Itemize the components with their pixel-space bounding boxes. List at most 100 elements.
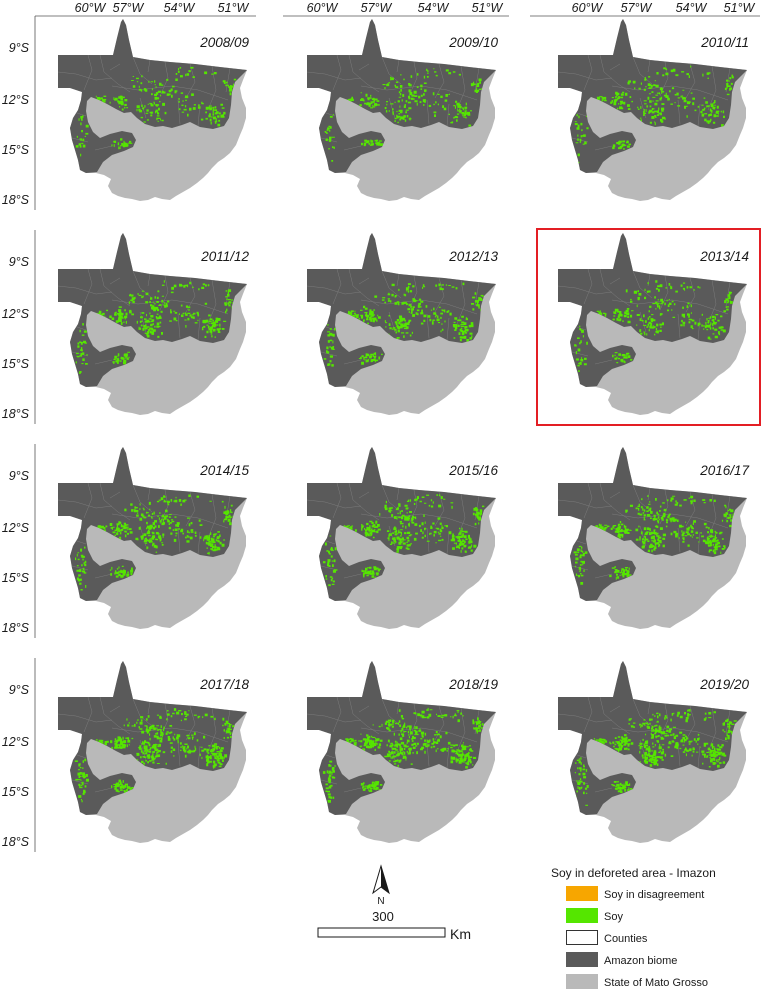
legend-label-state-of-mato-grosso: State of Mato Grosso bbox=[604, 977, 708, 989]
highlight-frame bbox=[536, 228, 761, 426]
map-panel: 2009/10 bbox=[307, 19, 498, 201]
legend: Soy in deforeted area - Imazon Soy in di… bbox=[551, 866, 716, 989]
county-boundaries bbox=[307, 696, 480, 793]
north-arrow-icon: N bbox=[372, 864, 390, 907]
map-panel: 2018/19 bbox=[307, 661, 498, 843]
latitude-tick-label: 12°S bbox=[2, 93, 30, 107]
latitude-tick-label: 15°S bbox=[2, 571, 30, 585]
longitude-tick-label: 60°W bbox=[572, 1, 604, 15]
county-boundaries bbox=[58, 696, 231, 793]
legend-swatch-soy-in-disagreement bbox=[566, 886, 598, 901]
map-panel: 2015/16 bbox=[307, 447, 498, 629]
panel-title: 2017/18 bbox=[199, 677, 249, 692]
longitude-tick-label: 57°W bbox=[361, 1, 393, 15]
amazon-biome-area bbox=[58, 233, 247, 387]
legend-swatch-amazon-biome bbox=[566, 952, 598, 967]
amazon-biome-area bbox=[58, 19, 247, 173]
scale-bar bbox=[317, 927, 446, 938]
map-panel: 2014/15 bbox=[58, 447, 249, 629]
legend-label-counties: Counties bbox=[604, 933, 648, 945]
map-panel: 2019/20 bbox=[558, 661, 749, 843]
legend-label-soy: Soy bbox=[604, 911, 623, 923]
legend-label-soy-in-disagreement: Soy in disagreement bbox=[604, 889, 704, 901]
amazon-biome-area bbox=[307, 19, 496, 173]
amazon-biome-area bbox=[558, 19, 747, 173]
latitude-tick-label: 9°S bbox=[9, 255, 30, 269]
county-boundaries bbox=[307, 268, 480, 365]
legend-item-counties: Counties bbox=[566, 930, 648, 945]
county-boundaries bbox=[558, 696, 731, 793]
panel-title: 2014/15 bbox=[199, 463, 249, 478]
county-boundaries bbox=[58, 268, 231, 365]
county-boundaries bbox=[307, 482, 480, 579]
soy-area bbox=[323, 282, 484, 379]
amazon-biome-area bbox=[307, 233, 496, 387]
latitude-tick-label: 12°S bbox=[2, 735, 30, 749]
panel-title: 2010/11 bbox=[700, 35, 749, 50]
legend-swatch-soy bbox=[566, 908, 598, 923]
panel-title: 2008/09 bbox=[199, 35, 249, 50]
scale-bar-group: 300 Km bbox=[317, 909, 471, 942]
panel-title: 2011/12 bbox=[200, 249, 249, 264]
north-label: N bbox=[377, 896, 384, 907]
panel-title: 2012/13 bbox=[448, 249, 498, 264]
longitude-tick-label: 54°W bbox=[676, 1, 708, 15]
scale-unit: Km bbox=[450, 926, 471, 942]
legend-swatch-counties bbox=[566, 930, 598, 945]
panel-title: 2009/10 bbox=[448, 35, 498, 50]
county-boundaries bbox=[558, 482, 731, 579]
latitude-tick-label: 9°S bbox=[9, 41, 30, 55]
panel-title: 2016/17 bbox=[699, 463, 749, 478]
soy-area bbox=[574, 65, 734, 164]
legend-item-soy: Soy bbox=[566, 908, 623, 923]
legend-label-amazon-biome: Amazon biome bbox=[604, 955, 677, 967]
map-panel: 2008/09 bbox=[58, 19, 249, 201]
longitude-tick-label: 51°W bbox=[218, 1, 250, 15]
latitude-tick-label: 12°S bbox=[2, 307, 30, 321]
latitude-tick-label: 15°S bbox=[2, 785, 30, 799]
latitude-tick-label: 18°S bbox=[2, 407, 30, 421]
longitude-tick-label: 60°W bbox=[75, 1, 107, 15]
map-panel: 2011/12 bbox=[58, 233, 249, 415]
latitude-tick-label: 15°S bbox=[2, 143, 30, 157]
legend-item-state-of-mato-grosso: State of Mato Grosso bbox=[566, 974, 708, 989]
map-panel: 2016/17 bbox=[558, 447, 749, 629]
panel-title: 2019/20 bbox=[699, 677, 749, 692]
amazon-biome-area bbox=[558, 233, 747, 387]
longitude-tick-label: 57°W bbox=[621, 1, 653, 15]
legend-item-amazon-biome: Amazon biome bbox=[566, 952, 677, 967]
soy-area bbox=[322, 707, 486, 803]
longitude-tick-label: 57°W bbox=[113, 1, 145, 15]
amazon-biome-area bbox=[58, 447, 247, 601]
amazon-biome-area bbox=[58, 661, 247, 815]
county-boundaries bbox=[307, 54, 480, 151]
latitude-tick-label: 9°S bbox=[9, 683, 30, 697]
legend-swatch-state-of-mato-grosso bbox=[566, 974, 598, 989]
north-arrow-half-fill bbox=[381, 866, 389, 893]
scale-value: 300 bbox=[372, 909, 394, 924]
legend-title: Soy in deforeted area - Imazon bbox=[551, 866, 716, 880]
amazon-biome-area bbox=[558, 447, 747, 601]
soy-area bbox=[573, 495, 736, 585]
map-panel: 2010/11 bbox=[558, 19, 749, 201]
map-panel: 2013/14 bbox=[536, 228, 761, 426]
longitude-tick-label: 54°W bbox=[418, 1, 450, 15]
longitude-tick-label: 60°W bbox=[307, 1, 339, 15]
soy-area bbox=[75, 280, 235, 374]
latitude-tick-label: 18°S bbox=[2, 193, 30, 207]
coordinate-axes: 60°W 57°W 54°W 51°W 60°W 57°W 54°W 51°W 60°W 57°W… bbox=[2, 1, 760, 852]
legend-item-soy-in-disagreement: Soy in disagreement bbox=[566, 886, 704, 901]
longitude-tick-label: 54°W bbox=[164, 1, 196, 15]
panel-title: 2013/14 bbox=[699, 249, 749, 264]
latitude-tick-label: 15°S bbox=[2, 357, 30, 371]
soy-area bbox=[574, 709, 737, 806]
latitude-tick-label: 18°S bbox=[2, 621, 30, 635]
latitude-tick-label: 12°S bbox=[2, 521, 30, 535]
map-panel: 2012/13 bbox=[307, 233, 498, 415]
soy-area bbox=[574, 280, 734, 372]
latitude-tick-label: 9°S bbox=[9, 469, 30, 483]
soy-area bbox=[322, 494, 485, 588]
soy-area bbox=[75, 66, 237, 157]
panel-title: 2015/16 bbox=[448, 463, 498, 478]
